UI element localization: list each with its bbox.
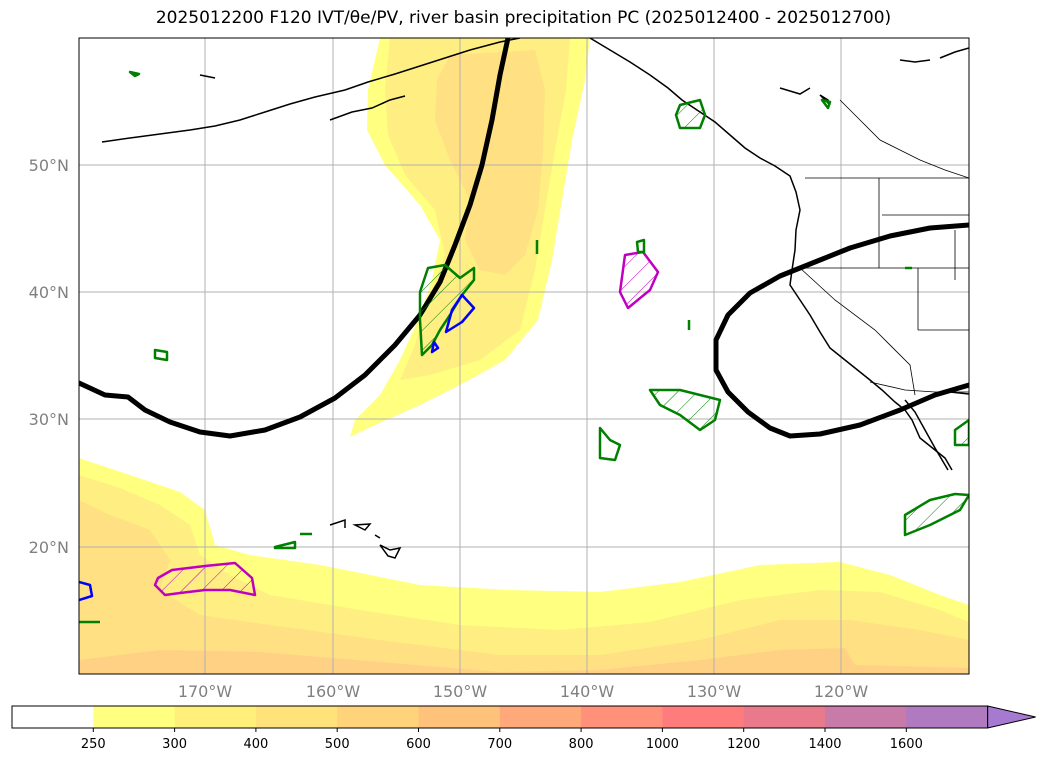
precip-blue-central (444, 293, 476, 334)
lon-label: 140°W (560, 682, 615, 701)
ivt-band-south-dark (79, 500, 969, 674)
colorbar-tick-label: 300 (162, 737, 187, 752)
colorbar-segment (906, 706, 989, 728)
precip-green-east (648, 388, 722, 432)
colorbar-tick-label: 700 (487, 737, 512, 752)
colorbar-tick-label: 250 (81, 737, 106, 752)
colorbar-tick-label: 1600 (890, 737, 923, 752)
precip-blue-small (430, 340, 440, 354)
precip-green-south (598, 426, 622, 462)
colorbar-tick-label: 400 (243, 737, 268, 752)
lon-label: 160°W (306, 682, 361, 701)
precip-magenta-south (153, 561, 257, 597)
colorbar: 250 300 400 500 600 700 800 1000 1200 1400 1600 (11, 705, 1036, 752)
precip-green-small1 (635, 238, 646, 254)
colorbar-segment (12, 706, 94, 728)
colorbar-segment (662, 706, 745, 728)
lat-label: 30°N (29, 410, 69, 429)
ivt-band-south-mid (79, 475, 969, 674)
map-layers (79, 38, 969, 674)
lon-label: 130°W (687, 682, 742, 701)
precip-green-north (674, 98, 707, 130)
colorbar-segment (499, 706, 582, 728)
precip-green-ne (820, 98, 832, 110)
colorbar-segment (418, 706, 501, 728)
pv-contours (79, 38, 969, 439)
colorbar-segment (93, 706, 176, 728)
colorbar-segment (174, 706, 257, 728)
ivt-plume-north-dark (435, 50, 545, 275)
lat-labels: 50°N 40°N 30°N 20°N (29, 156, 69, 557)
colorbar-segment (743, 706, 826, 728)
colorbar-segment (255, 706, 338, 728)
lon-label: 170°W (178, 682, 233, 701)
lat-label: 40°N (29, 283, 69, 302)
precip-blue-west (79, 580, 94, 602)
lon-labels: 170°W 160°W 150°W 140°W 130°W 120°W (178, 682, 869, 701)
colorbar-tick-label: 1000 (646, 737, 679, 752)
colorbar-tick-label: 1200 (727, 737, 760, 752)
precip-green-far-east (903, 492, 969, 537)
colorbar-tick-label: 800 (569, 737, 594, 752)
colorbar-segment (581, 706, 663, 728)
lat-label: 20°N (29, 538, 69, 557)
colorbar-segment (337, 706, 419, 728)
pv-contour-east (713, 222, 969, 439)
map-title: 2025012200 F120 IVT/θe/PV, river basin p… (155, 8, 892, 28)
colorbar-tick-label: 500 (325, 737, 350, 752)
lon-label: 120°W (814, 682, 869, 701)
political-borders (799, 99, 969, 396)
lon-label: 150°W (433, 682, 488, 701)
colorbar-segment (825, 706, 907, 728)
precip-green-hawaii (273, 540, 297, 550)
colorbar-tick-label: 1400 (808, 737, 841, 752)
lat-label: 50°N (29, 156, 69, 175)
colorbar-extend-arrow (987, 705, 1036, 729)
precip-green-west (153, 348, 169, 362)
plot-frame (78, 37, 970, 675)
precip-green-coast (953, 418, 969, 447)
precip-contours (79, 70, 969, 624)
ivt-band-south-darkest (79, 648, 969, 674)
pv-contour-west (79, 38, 511, 439)
precip-green-west2 (128, 70, 141, 78)
colorbar-tick-label: 600 (406, 737, 431, 752)
